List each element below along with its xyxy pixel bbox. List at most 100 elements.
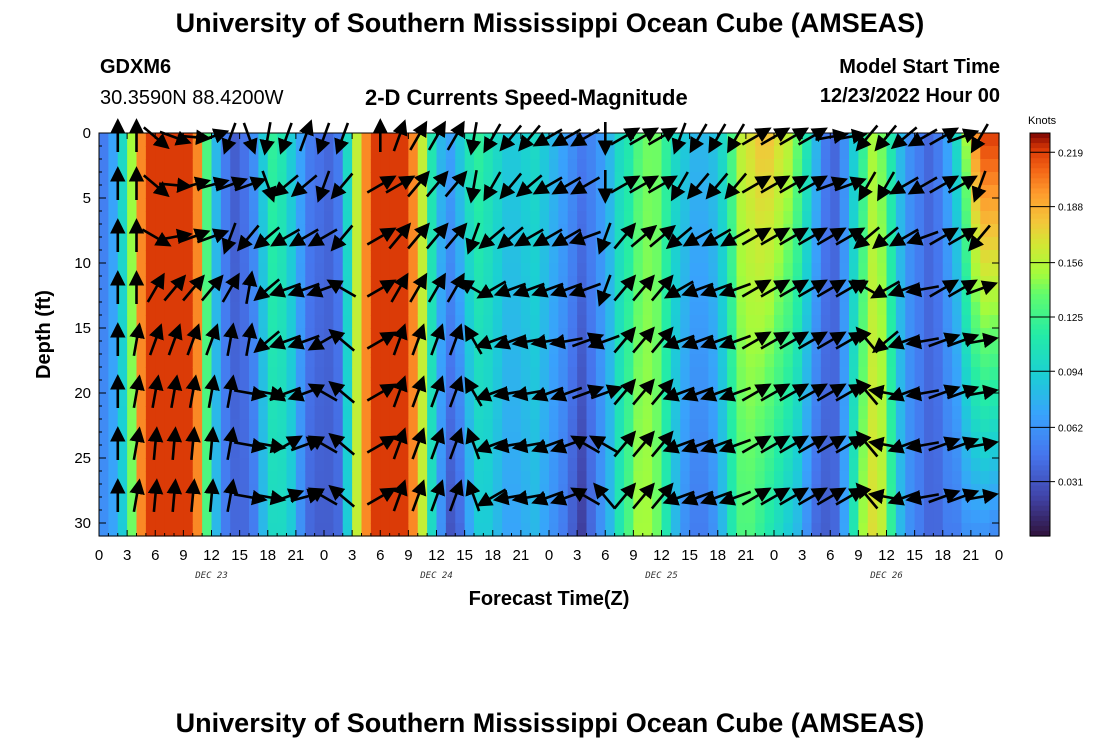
heat-cell (680, 445, 691, 459)
heat-cell (586, 497, 597, 511)
heat-cell (895, 354, 906, 368)
heat-cell (436, 523, 447, 537)
heat-cell (436, 237, 447, 251)
heat-cell (661, 458, 672, 472)
x-tick-label: 0 (995, 547, 1003, 564)
heat-cell (117, 367, 128, 381)
heat-cell (858, 419, 869, 433)
heat-cell (520, 419, 531, 433)
heat-cell (352, 471, 363, 485)
current-arrow (816, 331, 847, 350)
current-arrow (499, 124, 523, 152)
heat-cell (530, 263, 541, 277)
heat-cell (202, 341, 213, 355)
heat-cell (633, 354, 644, 368)
heat-cell (783, 341, 794, 355)
heat-cell (970, 523, 981, 537)
heat-cell (952, 367, 963, 381)
heat-cell (520, 471, 531, 485)
heat-cell (877, 159, 888, 173)
heat-cell (717, 263, 728, 277)
current-arrow (779, 383, 810, 402)
heat-cell (586, 419, 597, 433)
heat-cell (708, 380, 719, 394)
heat-cell (333, 172, 344, 186)
current-arrow (464, 324, 483, 355)
heat-cell (661, 510, 672, 524)
heat-cell (211, 250, 222, 264)
heat-cell (305, 419, 316, 433)
heat-cell (952, 315, 963, 329)
current-arrow (196, 176, 230, 192)
heat-cell (942, 198, 953, 212)
current-arrow (392, 119, 408, 152)
heat-cell (258, 471, 269, 485)
heat-cell (427, 523, 438, 537)
colorbar-swatch (1030, 168, 1050, 174)
heat-cell (445, 159, 456, 173)
current-arrow (741, 127, 772, 146)
heat-cell (305, 224, 316, 238)
heat-cell (220, 276, 231, 290)
current-arrow (158, 177, 193, 194)
current-arrow (718, 490, 752, 506)
heat-cell (914, 302, 925, 316)
heat-cell (942, 471, 953, 485)
heat-cell (952, 380, 963, 394)
heat-cell (174, 341, 184, 355)
heat-cell (577, 341, 588, 355)
heat-cell (127, 250, 138, 264)
heat-cell (680, 367, 691, 381)
heat-cell (886, 224, 897, 238)
heat-cell (230, 367, 241, 381)
heat-cell (352, 523, 363, 537)
heat-cell (183, 159, 194, 173)
heat-cell (117, 224, 128, 238)
heat-cell (427, 302, 438, 316)
heat-cell (745, 432, 756, 446)
heat-cell (211, 406, 222, 420)
heat-cell (427, 445, 438, 459)
heat-cell (314, 172, 325, 186)
heat-cell (389, 458, 400, 472)
heat-cell (989, 198, 1000, 212)
heat-cell (295, 263, 306, 277)
heat-cell (764, 419, 775, 433)
heat-cell (455, 302, 466, 316)
heat-cell (164, 367, 175, 381)
heat-cell (389, 315, 400, 329)
colorbar-swatch (1030, 470, 1050, 477)
day-label: DEC 25 (644, 571, 678, 581)
heat-cell (745, 471, 756, 485)
colorbar-swatch (1030, 143, 1050, 149)
heat-cell (145, 497, 156, 511)
heat-cell (352, 185, 363, 199)
heat-cell (277, 432, 288, 446)
heat-cell (155, 510, 166, 524)
heat-cell (380, 133, 391, 147)
heat-cell (895, 198, 906, 212)
heat-cell (267, 510, 278, 524)
heat-cell (530, 302, 541, 316)
heat-cell (108, 497, 119, 511)
heat-cell (399, 198, 409, 212)
heat-cell (830, 263, 841, 277)
heat-cell (774, 211, 784, 225)
heat-cell (642, 354, 653, 368)
heat-cell (99, 211, 109, 225)
heat-cell (577, 523, 588, 537)
heat-cell (220, 250, 231, 264)
heat-cell (370, 445, 381, 459)
heat-cell (530, 289, 541, 303)
heat-cell (305, 198, 316, 212)
heat-cell (483, 250, 494, 264)
heat-cell (661, 302, 672, 316)
heat-cell (774, 185, 784, 199)
heat-cell (933, 289, 944, 303)
heat-cell (211, 497, 222, 511)
heat-cell (558, 302, 569, 316)
heat-cell (774, 523, 784, 537)
heat-cell (455, 237, 466, 251)
heat-cell (680, 211, 691, 225)
heat-cell (342, 458, 353, 472)
